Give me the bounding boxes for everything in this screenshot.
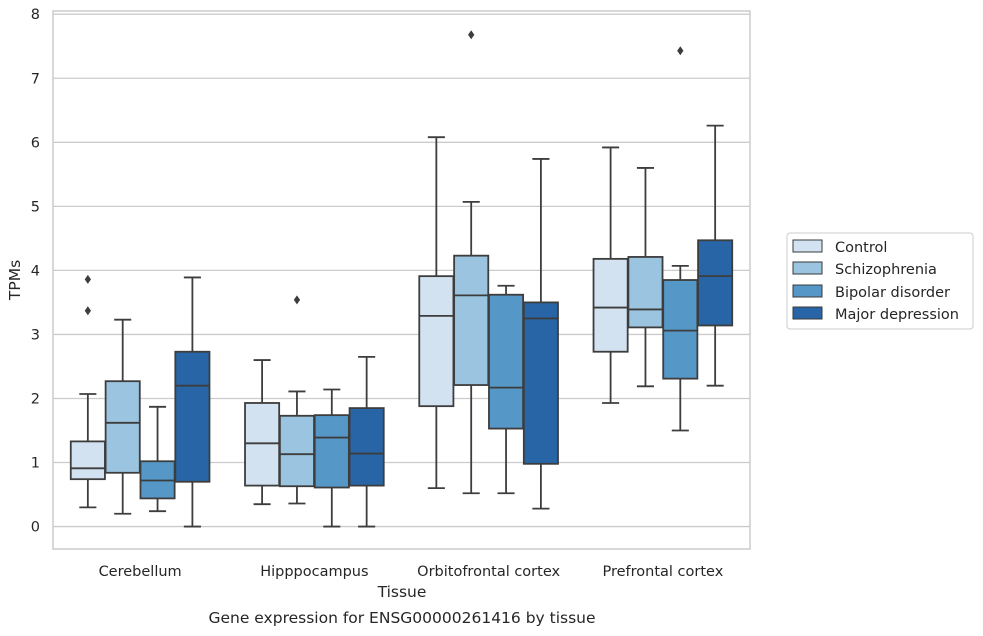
box-group (627, 167, 664, 388)
outlier-point (468, 30, 475, 40)
y-axis-label: TPMs (6, 260, 24, 301)
y-tick-label: 5 (31, 199, 40, 215)
x-tick-label: Cerebellum (99, 564, 182, 580)
y-tick-label: 3 (31, 327, 40, 343)
x-tick-label: Prefrontal cortex (602, 564, 723, 580)
legend: Control Schizophrenia Bipolar disorder M… (786, 232, 974, 330)
y-tick-label: 1 (31, 456, 40, 472)
box (522, 301, 559, 465)
box-group (174, 276, 211, 528)
y-tick-label: 6 (31, 135, 40, 151)
box (697, 239, 734, 327)
box (662, 279, 699, 380)
box (278, 414, 315, 488)
x-axis-label: Tissue (377, 583, 427, 601)
legend-label-schizophrenia: Schizophrenia (835, 262, 937, 278)
legend-swatch-major-depression (792, 306, 823, 320)
box (348, 407, 385, 487)
y-tick-label: 2 (31, 391, 40, 407)
box-group (69, 274, 106, 509)
box-group (488, 284, 525, 495)
box-group (522, 158, 559, 510)
box-group (348, 355, 385, 528)
plot-frame (52, 10, 751, 550)
y-tick-labels: 0 1 2 3 4 5 6 7 8 (31, 7, 40, 535)
outlier-point (84, 274, 91, 284)
y-tick-label: 0 (31, 520, 40, 536)
legend-swatch-control (792, 239, 823, 253)
y-tick-label: 4 (31, 263, 40, 279)
outlier-point (677, 46, 684, 56)
box-group (139, 405, 176, 513)
legend-swatch-bipolar-disorder (792, 284, 823, 298)
box (418, 275, 455, 408)
box-group (453, 30, 490, 495)
x-tick-label: Hipppocampus (260, 564, 368, 580)
legend-label-control: Control (835, 240, 887, 256)
box (69, 440, 106, 481)
box (488, 293, 525, 430)
box (174, 350, 211, 483)
box-group (313, 388, 350, 528)
box-group (697, 124, 734, 387)
legend-frame (786, 232, 974, 330)
outlier-point (84, 306, 91, 316)
outlier-point (293, 295, 301, 305)
box-group (662, 46, 699, 432)
box-group (418, 136, 455, 490)
box (592, 257, 629, 353)
legend-label-bipolar-disorder: Bipolar disorder (835, 285, 950, 301)
y-tick-label: 8 (31, 7, 40, 23)
box (313, 414, 350, 489)
box-group (244, 359, 281, 506)
box (453, 254, 490, 386)
legend-swatch-schizophrenia (792, 261, 823, 275)
x-tick-labels: Cerebellum Hipppocampus Orbitofrontal cort… (99, 564, 724, 580)
box (104, 380, 141, 474)
box-group (278, 295, 315, 505)
box-group (104, 318, 141, 515)
box-group (592, 146, 629, 404)
box (244, 402, 281, 487)
x-tick-label: Orbitofrontal cortex (417, 564, 560, 580)
y-tick-label: 7 (31, 71, 40, 87)
chart-caption: Gene expression for ENSG00000261416 by t… (208, 609, 595, 627)
box (627, 256, 664, 329)
legend-label-major-depression: Major depression (835, 307, 959, 323)
boxplot-series (69, 30, 734, 528)
